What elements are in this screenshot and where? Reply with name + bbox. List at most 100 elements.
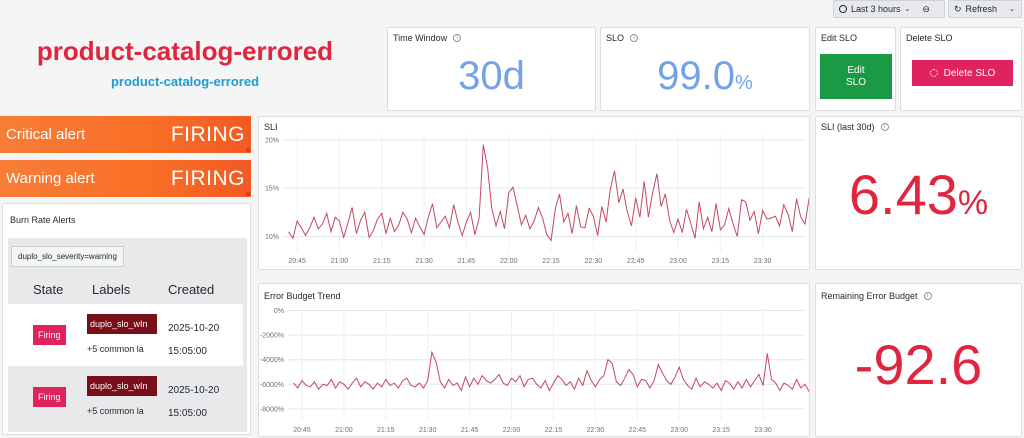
x-tick-label: 22:45: [629, 427, 647, 434]
x-tick-label: 21:45: [458, 258, 476, 265]
edit-slo-button[interactable]: Edit SLO: [820, 54, 892, 99]
column-header: Created: [168, 281, 215, 297]
column-header: Labels: [92, 281, 131, 297]
critical-alert-status: FIRING: [170, 122, 245, 146]
edit-slo-button-label: Edit SLO: [845, 64, 866, 88]
info-icon[interactable]: i: [880, 123, 889, 131]
corner-marker: [246, 148, 250, 152]
delete-slo-panel: Delete SLO Delete SLO: [900, 27, 1022, 111]
sli-30d-value: 6.43: [848, 163, 958, 226]
sli-chart-panel: SLI 20% 15% 10% 20:45 21:00 21:15 21:30 21:45 22…: [258, 116, 810, 270]
sli-30d-unit: %: [957, 184, 989, 222]
table-row[interactable]: Firing duplo_slo_wIn +5 common la 2025-1…: [8, 304, 243, 366]
x-tick-label: 21:00: [335, 427, 353, 434]
critical-alert-bar: Critical alert FIRING: [0, 116, 251, 153]
remaining-budget-panel: Remaining Error Budget i -92.6: [815, 283, 1022, 437]
warning-alert-bar: Warning alert FIRING: [0, 160, 251, 197]
label-chip[interactable]: duplo_slo_wIn: [87, 376, 157, 396]
panel-title: Burn Rate Alerts: [10, 215, 76, 225]
label-chip[interactable]: duplo_slo_wIn: [87, 314, 157, 334]
created-date: 2025-10-20: [168, 385, 220, 396]
delete-slo-button-label: Delete SLO: [943, 67, 996, 79]
error-budget-line-chart[interactable]: 0% -2000% -4000% -6000% -8000% 20:45 21:00 21:1…: [259, 284, 810, 437]
slo-unit: %: [735, 72, 753, 94]
info-icon[interactable]: i: [923, 292, 932, 300]
state-badge: Firing: [33, 325, 66, 345]
clock-icon: [839, 5, 847, 13]
column-header: State: [33, 281, 64, 297]
chevron-down-icon: ⌄: [1009, 6, 1015, 13]
time-window-value: 30d: [458, 54, 525, 98]
alert-list: duplo_slo_severity=warning State Labels …: [8, 238, 247, 432]
state-badge: Firing: [33, 387, 66, 407]
panel-title: Remaining Error Budget: [821, 291, 918, 301]
panel-title: SLO: [606, 33, 625, 43]
slo-value: 99.0: [657, 54, 736, 98]
table-header-row: State Labels Created: [8, 274, 243, 304]
critical-alert-label: Critical alert: [6, 126, 86, 143]
warning-alert-label: Warning alert: [6, 170, 95, 187]
y-tick-label: -4000%: [260, 357, 284, 364]
y-tick-label: 10%: [265, 234, 279, 241]
x-tick-label: 20:45: [288, 258, 306, 265]
panel-title: SLI: [264, 122, 278, 132]
info-icon[interactable]: i: [453, 34, 462, 42]
edit-slo-panel: Edit SLO Edit SLO: [815, 27, 896, 111]
x-tick-label: 22:45: [627, 258, 645, 265]
x-tick-label: 21:15: [377, 427, 395, 434]
series-line: [293, 350, 809, 393]
spinner-icon: [929, 69, 938, 77]
x-tick-label: 21:30: [419, 427, 437, 434]
y-tick-label: -2000%: [260, 333, 284, 340]
time-window-panel: Time Window i 30d: [387, 27, 596, 111]
error-budget-chart-panel: Error Budget Trend 0% -2000% -4000% -6000% -…: [258, 283, 810, 437]
panel-title: SLI (last 30d): [821, 122, 875, 132]
x-tick-label: 23:00: [669, 258, 687, 265]
x-tick-label: 21:15: [373, 258, 391, 265]
x-tick-label: 22:00: [500, 258, 518, 265]
corner-marker: [246, 192, 250, 196]
label-extra[interactable]: +5 common la: [87, 406, 144, 416]
sli-30d-stat: 6.43%: [816, 162, 1021, 227]
slo-stat: 99.0%: [601, 54, 809, 99]
y-tick-label: 15%: [265, 186, 279, 193]
x-tick-label: 20:45: [293, 427, 311, 434]
x-tick-label: 22:15: [542, 258, 560, 265]
refresh-label: Refresh: [965, 4, 998, 14]
warning-alert-status: FIRING: [170, 166, 245, 190]
zoom-out-icon[interactable]: ⊖: [922, 3, 930, 14]
x-tick-label: 21:30: [415, 258, 433, 265]
x-tick-label: 21:00: [331, 258, 349, 265]
slo-panel: SLO i 99.0%: [600, 27, 810, 111]
time-range-picker[interactable]: Last 3 hours ⌄ ⊖: [833, 0, 945, 18]
refresh-button[interactable]: ↻ Refresh ⌄: [948, 0, 1022, 18]
remaining-budget-value: -92.6: [854, 333, 983, 396]
x-tick-label: 23:30: [754, 427, 772, 434]
y-tick-label: -8000%: [260, 406, 284, 413]
page-subtitle: product-catalog-errored: [110, 74, 260, 89]
sli-line-chart[interactable]: 20% 15% 10% 20:45 21:00 21:15 21:30 21:45 22:00 2…: [259, 117, 810, 270]
delete-slo-button[interactable]: Delete SLO: [912, 60, 1013, 86]
panel-title: Error Budget Trend: [264, 291, 341, 301]
burn-rate-panel: Burn Rate Alerts duplo_slo_severity=warn…: [2, 203, 251, 435]
time-range-label: Last 3 hours: [851, 4, 901, 14]
y-tick-label: 20%: [265, 137, 279, 144]
x-tick-label: 23:15: [712, 258, 730, 265]
x-tick-label: 22:15: [545, 427, 563, 434]
series-line: [288, 144, 809, 242]
created-time: 15:05:00: [168, 408, 207, 419]
chevron-down-icon: ⌄: [904, 6, 911, 13]
x-tick-label: 22:00: [503, 427, 521, 434]
label-extra[interactable]: +5 common la: [87, 344, 144, 354]
sli-30d-panel: SLI (last 30d) i 6.43%: [815, 116, 1022, 270]
x-tick-label: 22:30: [585, 258, 603, 265]
x-tick-label: 23:30: [754, 258, 772, 265]
y-tick-label: -6000%: [260, 382, 284, 389]
created-time: 15:05:00: [168, 346, 207, 357]
filter-chip[interactable]: duplo_slo_severity=warning: [11, 246, 124, 267]
page-title: product-catalog-errored: [36, 36, 334, 66]
info-icon[interactable]: i: [630, 34, 639, 42]
x-tick-label: 21:45: [461, 427, 479, 434]
table-row[interactable]: Firing duplo_slo_wIn +5 common la 2025-1…: [8, 366, 243, 428]
x-tick-label: 23:15: [712, 427, 730, 434]
